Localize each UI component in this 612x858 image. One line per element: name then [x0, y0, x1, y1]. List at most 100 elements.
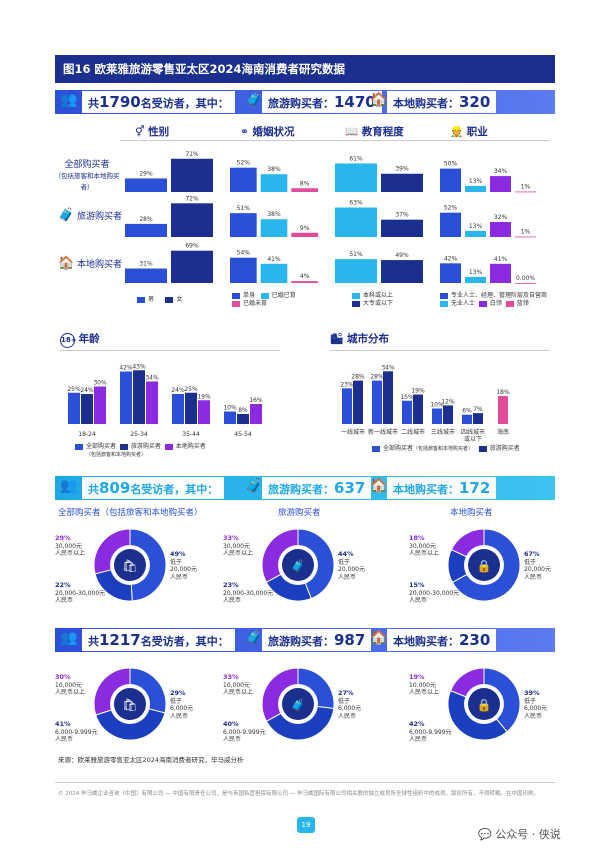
city-bar-label: 34% — [381, 364, 395, 371]
tourist-chip-1: 旅游购买者：1470 — [262, 91, 382, 113]
donut-center — [468, 549, 500, 581]
bar-性别-2-0 — [125, 268, 167, 283]
row-label-all: 全部购买者 （包括旅客和本地购买者） — [54, 160, 120, 191]
city-tick-label: 四线城市 — [461, 428, 485, 436]
bar-label: 38% — [267, 166, 281, 173]
section-occupation: 👷 职业 — [450, 126, 488, 138]
age-bar-label: 25% — [67, 386, 81, 393]
city-bar-label: 10% — [430, 402, 444, 409]
bar-label: 49% — [395, 252, 409, 259]
lock-icon: 🔒 — [477, 698, 492, 712]
age-bar — [120, 371, 132, 424]
age-tick-label: 25-34 — [130, 431, 148, 438]
row-label-tourist: 🧳 旅游购买者 — [57, 208, 123, 223]
bar-label: 41% — [267, 256, 281, 263]
legend-occupation: 专业人士、经理、管理阶层及自营商 无业人士 白领 蓝领 — [440, 292, 560, 308]
bar-label: 32% — [494, 214, 508, 221]
watermark: 💬 公众号 · 侠说 — [478, 828, 561, 841]
bar-label: 28% — [139, 216, 153, 223]
age-bar — [224, 411, 236, 424]
house-icon: 🏠 — [370, 478, 388, 494]
bar-婚姻状况-0-0 — [230, 167, 257, 192]
bar-职业-1-0 — [440, 212, 461, 237]
bar-教育程度-2-0 — [335, 259, 377, 283]
legend-education: 本科或以上 大专或以下 — [352, 292, 393, 308]
donut-center — [282, 549, 314, 581]
city-bar — [413, 394, 423, 424]
bar-性别-0-1 — [171, 158, 213, 192]
pie-title-all-1: 全部购买者（包括旅客和本地购买者） — [58, 508, 203, 518]
bar-职业-0-0 — [440, 168, 461, 192]
age-bar-label: 43% — [132, 363, 146, 370]
pie-title-tourist-1: 旅游购买者 — [278, 508, 321, 518]
city-bar — [353, 380, 363, 424]
donut-label: 39% 低于 6,000元 人民币 — [524, 689, 548, 720]
pie-title-local-1: 本地购买者 — [450, 508, 493, 518]
age-bar — [94, 386, 106, 424]
city-bar — [372, 380, 382, 424]
city-bar — [402, 400, 412, 424]
city-bar — [462, 414, 472, 424]
bar-职业-2-1 — [465, 276, 486, 283]
bar-label: 39% — [395, 166, 409, 173]
bar-婚姻状况-2-2 — [291, 281, 318, 283]
age-bar-label: 19% — [197, 393, 211, 400]
age-bar — [133, 370, 145, 424]
bar-性别-2-1 — [171, 250, 213, 283]
divider — [55, 782, 555, 783]
bar-label: 61% — [349, 155, 363, 162]
age-bar-label: 25% — [184, 386, 198, 393]
bar-婚姻状况-1-1 — [260, 219, 288, 237]
donut-label: 67% 低于 20,000元 人民币 — [524, 550, 551, 581]
worker-icon: 👷 — [450, 126, 467, 138]
donut-center — [114, 549, 146, 581]
shopper-icon: 🛍 — [122, 559, 137, 573]
legend-age: 全部购买者 旅游购买者 本地购买者 （包括旅客和本地购买者） — [75, 443, 206, 459]
bar-职业-1-1 — [465, 230, 486, 237]
bar-婚姻状况-2-1 — [260, 263, 288, 283]
bar-婚姻状况-0-1 — [260, 174, 288, 192]
city-bar — [383, 371, 393, 424]
people-icon: 👥 — [60, 630, 78, 646]
donut-label: 15% 20,000-30,000元 人民币 — [409, 581, 460, 604]
legend-gender: 男 女 — [137, 296, 182, 304]
suitcase-icon: 🧳 — [291, 698, 306, 712]
copyright: © 2024 毕马威企业咨询（中国）有限公司 — 中国有限责任公司，是与英国私营… — [58, 791, 539, 797]
house-icon: 🏠 — [370, 92, 388, 108]
city-bar — [432, 408, 442, 424]
rings-icon: ⚭ — [240, 126, 253, 138]
bar-label: 13% — [469, 269, 483, 276]
city-icon: 🏙 — [330, 333, 347, 345]
luggage-icon: 🧳 — [245, 630, 263, 646]
people-icon: 👥 — [60, 478, 78, 494]
local-chip-1: 本地购买者：320 — [387, 91, 497, 113]
city-tick-label: 二线城市 — [401, 428, 425, 436]
total-chip-3: 共1217名受访者，其中： — [82, 629, 235, 651]
bar-教育程度-0-0 — [335, 163, 377, 192]
row-label-local: 🏠 本地购买者 — [57, 256, 123, 271]
bar-婚姻状况-1-2 — [291, 232, 318, 237]
bar-婚姻状况-1-0 — [230, 213, 257, 237]
city-bar-label: 12% — [441, 398, 455, 405]
city-bar — [342, 388, 352, 424]
bar-label: 41% — [494, 256, 508, 263]
bar-label: 51% — [237, 205, 251, 212]
divider — [120, 140, 550, 141]
lock-icon: 🔒 — [477, 559, 492, 573]
age-bar-label: 24% — [80, 387, 94, 394]
donut-label: 33% 30,000元 人民币以上 — [223, 534, 254, 557]
divider — [330, 350, 550, 351]
legend-marital: 单身 已婚已育 已婚未育 — [232, 292, 296, 308]
age-bar-label: 34% — [145, 375, 159, 382]
wechat-icon: 💬 — [478, 828, 496, 841]
city-bar — [473, 413, 483, 424]
total-chip-1: 共1790名受访者，其中： — [82, 91, 235, 113]
age-bar — [198, 400, 210, 424]
city-tick-label: 一线城市 — [341, 428, 365, 436]
city-bar-label: 23% — [340, 381, 354, 388]
bar-label: 0.00% — [516, 275, 535, 282]
bar-label: 52% — [444, 205, 458, 212]
bar-教育程度-1-0 — [335, 207, 377, 237]
